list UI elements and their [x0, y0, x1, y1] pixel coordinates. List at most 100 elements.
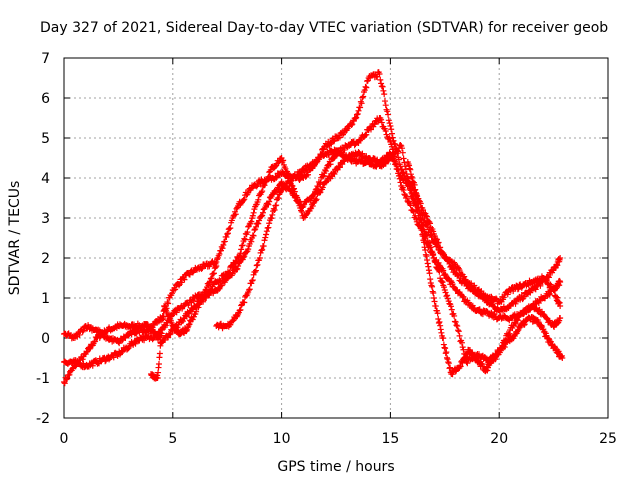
axis-ticks: 0 5 10 15 20 25 -2 -1 0 1 2 3 4 5 6 7	[36, 51, 617, 447]
data-point	[80, 327, 87, 334]
data-point	[246, 286, 253, 293]
data-point	[64, 375, 71, 382]
y-tick-label: 5	[41, 131, 50, 147]
data-point	[458, 339, 465, 346]
data-point	[434, 240, 441, 247]
data-point	[419, 227, 426, 234]
data-point	[198, 265, 205, 272]
data-point	[160, 315, 167, 322]
data-point	[487, 360, 494, 367]
data-point	[415, 203, 422, 210]
data-point	[423, 253, 430, 260]
data-point	[261, 237, 268, 244]
data-point	[245, 287, 252, 293]
data-point	[258, 189, 265, 196]
data-point	[412, 202, 419, 209]
data-point	[269, 211, 276, 218]
data-point	[253, 262, 260, 269]
data-point	[371, 120, 378, 127]
data-point	[89, 362, 96, 369]
data-point	[543, 277, 550, 284]
data-point	[238, 246, 245, 253]
data-point	[273, 174, 280, 181]
data-point	[363, 84, 370, 91]
data-point	[183, 313, 190, 320]
data-point	[252, 223, 259, 230]
data-point	[429, 249, 436, 256]
data-point	[206, 279, 213, 286]
data-point	[461, 273, 468, 280]
data-point	[133, 330, 140, 337]
data-point	[355, 107, 362, 114]
data-point	[195, 304, 202, 311]
data-point	[352, 115, 359, 122]
data-point	[424, 257, 431, 264]
data-point	[426, 239, 433, 246]
data-point	[521, 322, 528, 329]
data-point	[432, 258, 439, 265]
data-point	[320, 172, 327, 179]
data-point	[183, 328, 190, 335]
data-point	[445, 360, 452, 367]
data-point	[423, 212, 430, 219]
data-point	[455, 328, 462, 335]
data-point	[181, 276, 188, 283]
data-point	[232, 211, 239, 218]
data-point	[441, 344, 448, 351]
data-point	[255, 220, 262, 227]
series-track-d	[213, 142, 564, 367]
data-point	[244, 229, 251, 236]
data-point	[159, 325, 166, 332]
data-point	[221, 238, 228, 245]
data-point	[331, 171, 338, 178]
data-point	[412, 186, 419, 193]
data-point	[440, 341, 447, 348]
data-point	[271, 207, 278, 214]
data-point	[559, 355, 566, 361]
data-point	[409, 174, 416, 181]
data-point	[249, 277, 256, 284]
data-point	[154, 375, 161, 381]
data-point	[178, 279, 185, 286]
data-point	[422, 247, 429, 253]
data-point	[451, 312, 458, 319]
data-point	[424, 260, 431, 267]
y-tick-label: -2	[36, 411, 50, 427]
data-point	[156, 350, 163, 357]
data-point	[434, 310, 441, 317]
data-point	[259, 209, 266, 216]
data-point	[239, 242, 246, 249]
data-point	[409, 195, 416, 202]
data-point	[312, 197, 319, 204]
data-point	[291, 185, 298, 192]
data-point	[426, 219, 433, 226]
x-axis-label: GPS time / hours	[277, 459, 394, 475]
data-point	[102, 358, 109, 365]
data-point	[241, 235, 248, 242]
data-point	[435, 316, 442, 323]
data-point	[555, 348, 562, 355]
data-point	[445, 359, 452, 366]
data-point	[336, 164, 343, 171]
data-point	[83, 349, 90, 356]
data-point	[253, 183, 260, 190]
data-points	[61, 69, 566, 387]
data-point	[427, 244, 434, 251]
data-point	[294, 196, 301, 203]
data-point	[402, 163, 409, 170]
data-point	[381, 98, 388, 105]
data-point	[432, 303, 439, 310]
data-point	[250, 232, 257, 239]
data-point	[162, 336, 169, 343]
data-point	[217, 277, 224, 284]
data-point	[298, 208, 305, 215]
data-point	[439, 279, 446, 286]
data-point	[362, 83, 369, 90]
data-point	[452, 368, 459, 375]
data-point	[437, 244, 444, 251]
data-point	[282, 183, 289, 190]
data-point	[547, 338, 554, 345]
data-point	[416, 210, 423, 217]
data-point	[213, 263, 220, 269]
data-point	[411, 181, 418, 188]
